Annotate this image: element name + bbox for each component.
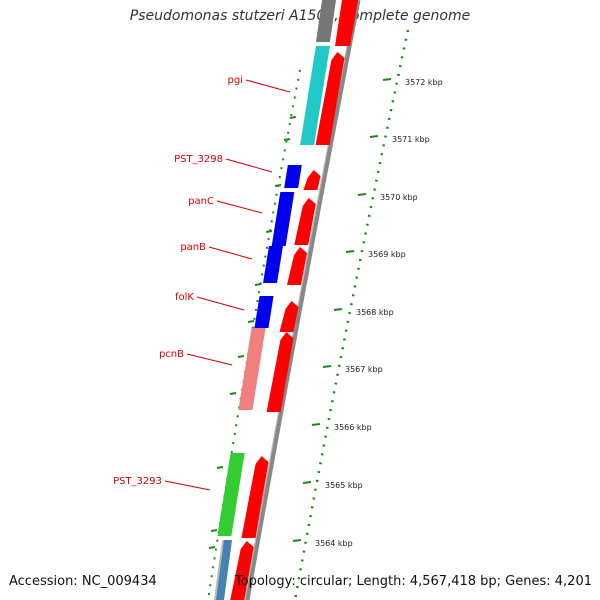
scale-tick <box>345 250 355 253</box>
feature-tick <box>210 529 218 532</box>
scale-label: 3570 kbp <box>380 193 418 202</box>
reverse-gene-panB <box>263 246 283 283</box>
gene-label-leader <box>196 296 245 311</box>
scale-label: 3566 kbp <box>334 423 372 432</box>
reverse-gene-folK <box>254 296 274 328</box>
feature-tick <box>247 320 255 323</box>
gene-label-leader <box>164 480 211 491</box>
forward-gene-arrow <box>303 170 321 190</box>
reverse-gene-PST_3298 <box>284 165 302 188</box>
forward-gene-arrow <box>286 247 308 285</box>
gene-label: pcnB <box>159 349 184 360</box>
gene-label-leader <box>208 246 253 260</box>
feature-tick <box>265 230 273 233</box>
gene-label: PST_3298 <box>174 154 223 165</box>
reverse-gene-pgi <box>300 46 330 145</box>
scale-tick <box>369 135 379 138</box>
gene-label-leader <box>225 158 273 173</box>
scale-label: 3572 kbp <box>405 78 443 87</box>
reverse-gene-panC <box>271 192 295 246</box>
feature-top-gray <box>316 0 336 42</box>
scale-tick <box>333 308 343 311</box>
feature-tick <box>229 392 237 395</box>
forward-gene-arrow <box>266 332 294 412</box>
forward-gene-arrow <box>279 301 299 332</box>
gene-label-leader <box>216 200 263 214</box>
scale-label: 3567 kbp <box>345 365 383 374</box>
feature-bottom-steel <box>216 540 232 600</box>
forward-gene-arrow <box>241 456 269 538</box>
forward-gene-arrow <box>315 52 345 145</box>
feature-tick <box>208 546 216 549</box>
reverse-gene-pcnB <box>238 328 266 410</box>
scale-label: 3569 kbp <box>368 250 406 259</box>
scale-tick <box>292 539 302 542</box>
accession-text: Accession: NC_009434 <box>9 574 157 589</box>
feature-tick <box>283 138 291 141</box>
scale-tick <box>311 423 321 426</box>
feature-tick <box>237 355 245 358</box>
feature-tick <box>254 283 262 286</box>
scale-tick <box>302 481 312 484</box>
feature-top-red <box>335 0 358 46</box>
feature-tick <box>274 184 282 187</box>
gene-label: pgi <box>228 75 243 86</box>
topology-text: Topology: circular; Length: 4,567,418 bp… <box>234 574 592 589</box>
scale-label: 3568 kbp <box>356 308 394 317</box>
gene-label: PST_3293 <box>113 476 162 487</box>
gene-label-leader <box>245 79 291 93</box>
scale-label: 3564 kbp <box>315 539 353 548</box>
gene-label: panB <box>180 242 206 253</box>
scale-label: 3565 kbp <box>325 481 363 490</box>
scale-tick <box>357 193 367 196</box>
forward-gene-arrow <box>294 198 316 245</box>
reverse-gene-PST_3293 <box>217 453 245 536</box>
inner-ring <box>207 69 301 600</box>
gene-label: panC <box>188 196 214 207</box>
forward-gene-arrow <box>230 541 254 600</box>
feature-tick <box>216 466 224 469</box>
map-title: Pseudomonas stutzeri A1501, complete gen… <box>129 8 471 24</box>
feature-tick <box>289 116 297 119</box>
scale-tick <box>382 78 392 81</box>
gene-label: folK <box>175 292 194 303</box>
gene-label-leader <box>186 353 233 366</box>
scale-ring <box>293 29 410 600</box>
scale-tick <box>322 365 332 368</box>
genome-backbone <box>244 0 361 600</box>
scale-label: 3571 kbp <box>392 135 430 144</box>
